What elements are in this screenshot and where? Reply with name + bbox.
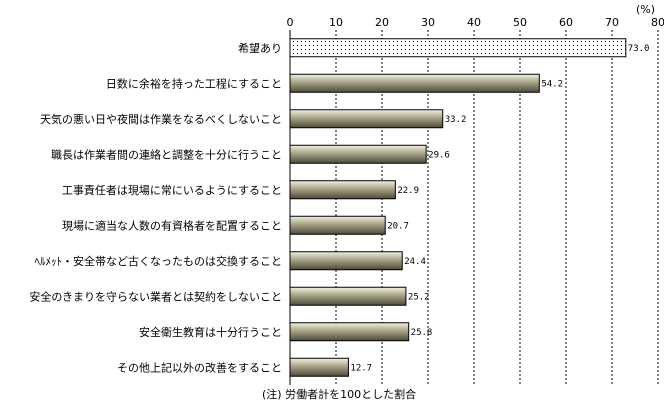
category-label: 現場に適当な人数の有資格者を配置すること bbox=[62, 218, 282, 232]
x-tick-label: 40 bbox=[467, 16, 481, 29]
value-label: 24.4 bbox=[404, 257, 426, 267]
category-label: その他上記以外の改善をすること bbox=[117, 360, 282, 374]
x-tick-label: 80 bbox=[651, 16, 664, 29]
value-label: 12.7 bbox=[350, 363, 372, 373]
category-label: 安全衛生教育は十分行うこと bbox=[139, 325, 282, 339]
value-label: 20.7 bbox=[387, 221, 409, 231]
bar bbox=[289, 180, 396, 200]
category-label: 日数に余裕を持った工程にすること bbox=[106, 76, 282, 90]
bar bbox=[289, 215, 386, 235]
value-label: 33.2 bbox=[445, 115, 467, 125]
value-label: 25.2 bbox=[408, 292, 430, 302]
value-label: 73.0 bbox=[628, 44, 650, 54]
category-label: 希望あり bbox=[238, 41, 282, 55]
category-label: 工事責任者は現場に常にいるようにすること bbox=[62, 183, 282, 197]
grid-lines bbox=[335, 30, 659, 385]
bar bbox=[289, 251, 403, 271]
value-label: 22.9 bbox=[397, 186, 419, 196]
bar bbox=[289, 73, 540, 93]
bar bbox=[289, 144, 427, 164]
x-axis-tick-labels: 0 10 20 30 40 50 60 70 80 bbox=[287, 16, 664, 29]
footnote: (注) 労働者計を100とした割合 bbox=[262, 387, 416, 401]
x-tick-label: 50 bbox=[513, 16, 527, 29]
value-label: 29.6 bbox=[428, 150, 450, 160]
category-label: ﾍﾙﾒｯﾄ・安全帯など古くなったものは交換すること bbox=[35, 254, 283, 268]
category-label: 職長は作業者間の連絡と調整を十分に行うこと bbox=[51, 147, 282, 161]
x-tick-label: 10 bbox=[329, 16, 343, 29]
category-labels: 希望あり日数に余裕を持った工程にすること天気の悪い日や夜間は作業をなるべくしない… bbox=[29, 41, 282, 375]
x-tick-label: 30 bbox=[421, 16, 435, 29]
unit-label: (%) bbox=[636, 3, 655, 16]
category-label: 天気の悪い日や夜間は作業をなるべくしないこと bbox=[40, 112, 282, 126]
x-tick-label: 60 bbox=[559, 16, 573, 29]
x-tick-label: 70 bbox=[605, 16, 619, 29]
bar bbox=[289, 286, 407, 306]
bar bbox=[289, 357, 349, 377]
category-label: 安全のきまりを守らない業者とは契約をしないこと bbox=[29, 289, 282, 303]
value-label: 25.8 bbox=[411, 328, 433, 338]
value-labels: 73.0 54.2 33.2 29.6 22.9 20.7 24.4 25.2 25.8 12.7 bbox=[350, 44, 649, 374]
bar bbox=[289, 322, 410, 342]
value-label: 54.2 bbox=[541, 79, 563, 89]
x-tick-label: 0 bbox=[287, 16, 294, 29]
x-tick-label: 20 bbox=[375, 16, 389, 29]
bar bbox=[289, 109, 444, 129]
bar bbox=[289, 38, 627, 58]
bars bbox=[289, 38, 627, 377]
